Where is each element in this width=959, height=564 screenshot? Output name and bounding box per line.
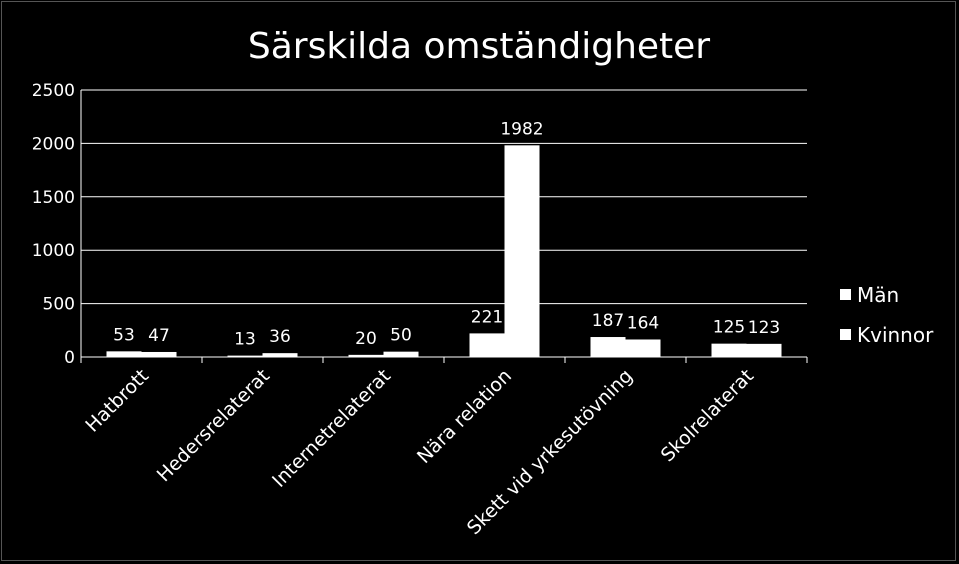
data-label: 36 <box>269 327 291 347</box>
bar-man <box>590 337 626 357</box>
x-category-label: Skolrelaterat <box>657 365 758 466</box>
axes <box>80 90 808 363</box>
x-category-label: Nära relation <box>413 365 516 468</box>
data-label: 47 <box>148 326 170 346</box>
bar-man <box>469 333 505 357</box>
bars <box>106 145 782 357</box>
x-category-label: Hedersrelaterat <box>153 365 274 486</box>
x-category-label: Internetrelaterat <box>268 365 395 492</box>
data-label: 20 <box>355 329 377 349</box>
data-label: 164 <box>627 313 659 333</box>
y-tick-label: 1500 <box>32 188 75 208</box>
bar-kvinnor <box>746 343 782 357</box>
y-tick-label: 1000 <box>32 241 75 261</box>
bar-kvinnor <box>141 351 177 357</box>
bar-man <box>227 355 263 357</box>
bar-man <box>711 343 747 357</box>
legend-swatch <box>840 329 851 340</box>
y-tick-label: 500 <box>43 295 75 315</box>
chart-title: Särskilda omständigheter <box>248 26 710 67</box>
legend: Män Kvinnor <box>840 283 934 347</box>
bar-man <box>348 354 384 357</box>
bar-kvinnor <box>504 145 540 357</box>
y-tick-label: 2000 <box>32 134 75 154</box>
legend-label: Män <box>857 283 899 307</box>
bar-kvinnor <box>262 353 298 357</box>
data-label: 50 <box>390 326 412 346</box>
y-axis-ticks: 0 500 1000 1500 2000 2500 <box>32 81 75 368</box>
y-tick-label: 2500 <box>32 81 75 101</box>
y-tick-label: 0 <box>64 348 75 368</box>
data-labels: 53 47 13 36 20 50 221 1982 187 164 125 123 <box>113 119 780 349</box>
gridlines <box>81 89 807 305</box>
data-label: 187 <box>592 311 624 331</box>
bar-man <box>106 351 142 357</box>
data-label: 123 <box>748 318 780 338</box>
legend-swatch <box>840 289 851 300</box>
data-label: 221 <box>471 307 503 327</box>
x-category-label: Hatbrott <box>81 365 153 437</box>
data-label: 53 <box>113 325 135 345</box>
data-label: 125 <box>713 318 745 338</box>
bar-kvinnor <box>625 339 661 357</box>
x-axis-category-labels: Hatbrott HedersrelateratInternetrelaterat… <box>81 365 758 539</box>
data-label: 13 <box>234 330 256 350</box>
data-label: 1982 <box>500 119 543 139</box>
bar-kvinnor <box>383 351 419 357</box>
legend-label: Kvinnor <box>857 323 934 347</box>
